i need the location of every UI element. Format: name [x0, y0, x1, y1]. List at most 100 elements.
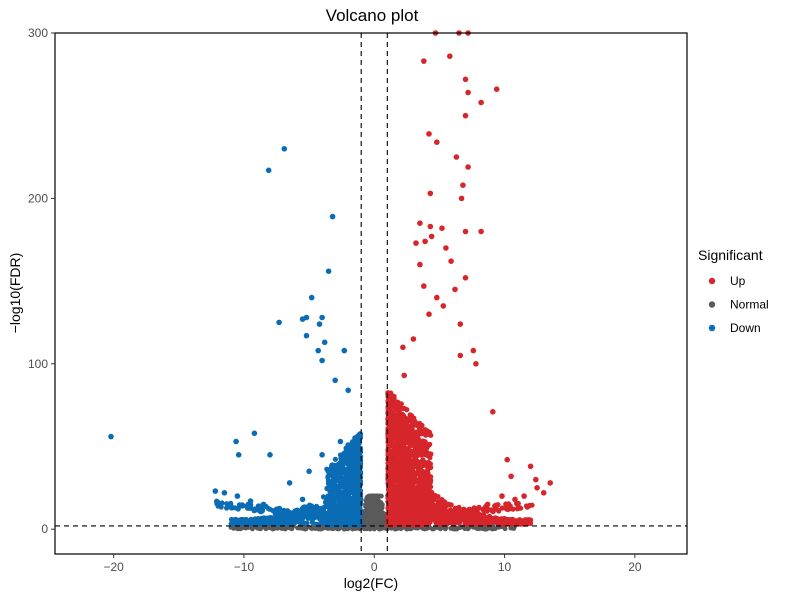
up-point — [540, 490, 547, 496]
up-point — [399, 496, 405, 502]
normal-point — [255, 526, 261, 531]
down-point — [257, 519, 263, 526]
up-point — [390, 393, 396, 399]
down-point — [349, 482, 355, 488]
down-point — [357, 431, 363, 437]
legend-swatch-down — [708, 324, 716, 332]
normal-point — [377, 526, 382, 532]
down-point — [356, 451, 362, 457]
down-point — [330, 469, 336, 475]
normal-point — [364, 505, 370, 510]
down-point — [286, 480, 293, 486]
down-point — [248, 505, 254, 511]
up-point — [523, 503, 530, 509]
up-point — [510, 506, 516, 512]
up-point — [512, 496, 518, 503]
normal-point — [320, 526, 325, 531]
down-point — [324, 485, 330, 492]
up-point — [443, 511, 449, 518]
up-point — [415, 506, 422, 512]
up-point — [493, 502, 499, 508]
up-point — [518, 505, 524, 511]
up-point — [458, 195, 465, 202]
legend-label-down: Down — [730, 321, 761, 335]
up-point — [410, 470, 416, 477]
up-point — [421, 494, 427, 500]
normal-point — [371, 526, 377, 532]
up-point — [401, 372, 408, 379]
down-point — [345, 387, 352, 394]
up-point — [402, 423, 408, 429]
legend-title: Significant — [698, 247, 763, 263]
up-point — [411, 415, 417, 421]
down-point — [319, 452, 325, 458]
down-point — [262, 519, 268, 526]
down-point — [356, 484, 362, 491]
legend-swatch-normal — [708, 301, 716, 308]
down-point — [299, 316, 306, 322]
up-point — [390, 496, 396, 502]
up-point — [399, 509, 405, 516]
down-point — [321, 339, 328, 346]
up-point — [515, 500, 521, 507]
down-point — [315, 347, 322, 354]
up-point — [499, 493, 505, 499]
up-point — [424, 428, 430, 434]
y-tick-label: 300 — [28, 26, 48, 40]
up-point — [505, 501, 512, 507]
up-point — [499, 505, 505, 511]
down-point — [330, 512, 336, 518]
up-point — [472, 520, 478, 526]
up-point — [417, 496, 423, 502]
up-point — [426, 131, 432, 137]
up-point — [410, 428, 416, 434]
down-point — [344, 458, 350, 464]
up-point — [473, 506, 479, 513]
up-point — [417, 479, 423, 485]
up-point — [420, 457, 426, 463]
up-point — [407, 475, 413, 481]
down-point — [282, 511, 288, 517]
up-point — [415, 489, 421, 495]
normal-point — [398, 526, 404, 532]
down-point — [355, 498, 361, 504]
up-point — [406, 513, 412, 519]
up-point — [427, 461, 433, 467]
up-point — [388, 449, 394, 456]
up-point — [440, 303, 447, 309]
down-point — [341, 450, 347, 456]
up-point — [453, 154, 460, 160]
x-tick-label: 0 — [371, 560, 378, 574]
down-point — [329, 213, 336, 220]
legend: Significant Up Normal Down — [698, 247, 769, 335]
up-point — [401, 413, 407, 419]
plot-border — [54, 32, 688, 555]
down-point — [303, 332, 310, 339]
up-point — [462, 112, 469, 119]
up-point — [402, 476, 408, 482]
up-point — [460, 509, 466, 515]
down-point — [332, 478, 338, 484]
down-point — [255, 503, 261, 509]
normal-point — [374, 493, 380, 499]
down-point — [276, 319, 282, 326]
up-point — [504, 456, 511, 463]
up-point — [397, 425, 403, 431]
down-point — [356, 494, 362, 500]
normal-point — [244, 525, 250, 531]
down-point — [251, 430, 258, 437]
up-point — [488, 507, 495, 513]
up-point — [426, 465, 432, 471]
down-point — [343, 507, 349, 514]
up-point — [427, 190, 434, 197]
up-point — [409, 505, 416, 511]
down-point — [350, 462, 356, 468]
down-point — [234, 493, 241, 499]
up-point — [412, 513, 418, 519]
up-point — [409, 422, 415, 428]
up-point — [393, 461, 399, 467]
up-point — [394, 455, 400, 461]
up-point — [395, 493, 401, 499]
normal-point — [380, 510, 386, 516]
